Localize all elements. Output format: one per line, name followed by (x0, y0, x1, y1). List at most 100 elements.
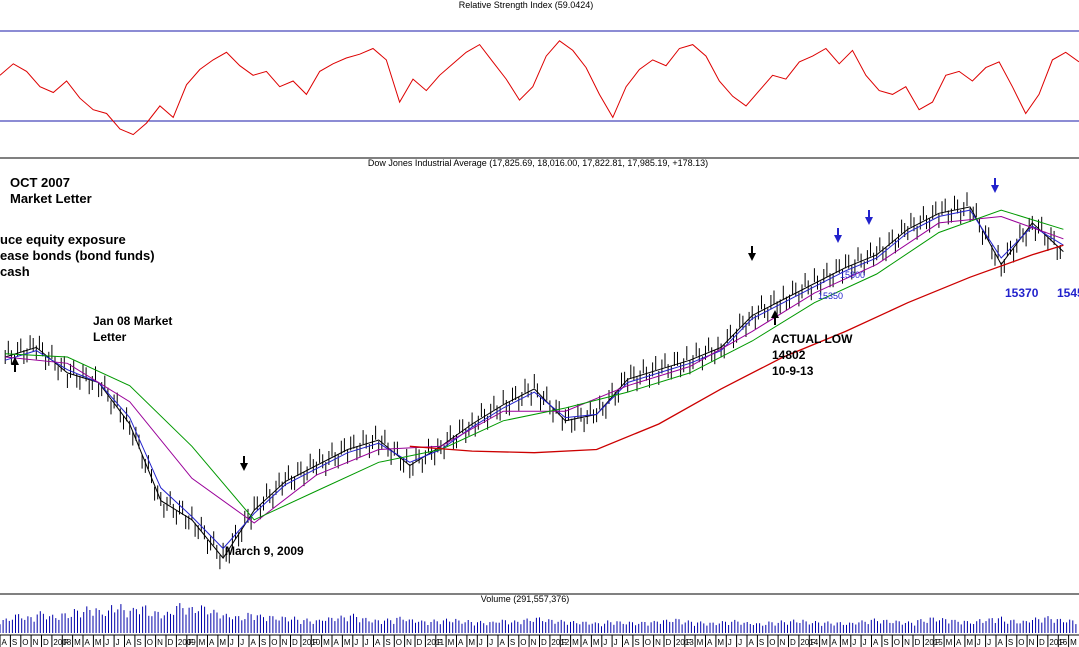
x-tick-label: M (468, 638, 475, 647)
x-tick-label: S (510, 638, 515, 647)
x-tick-label: S (1008, 638, 1013, 647)
x-tick-label: M (842, 638, 849, 647)
x-tick-label: M (966, 638, 973, 647)
arrow-head (991, 185, 999, 193)
x-tick-label: M (219, 638, 226, 647)
x-tick-label: N (780, 638, 786, 647)
jan-08-label: Jan 08 Market Letter (93, 313, 172, 345)
x-tick-label: A (998, 638, 1004, 647)
x-tick-label: O (22, 638, 28, 647)
arrow-head (748, 253, 756, 261)
x-tick-label: A (375, 638, 381, 647)
x-tick-label: J (116, 638, 120, 647)
level-15370-label: 15370 (1005, 286, 1039, 300)
arrow-head (865, 217, 873, 225)
series-ma-short (5, 209, 1064, 550)
x-tick-label: A (126, 638, 132, 647)
rsi-title: Relative Strength Index (59.0424) (459, 0, 594, 10)
series-price (5, 206, 1064, 559)
x-tick-label: F (313, 638, 318, 647)
x-tick-label: D (666, 638, 672, 647)
x-tick-label: J (863, 638, 867, 647)
annotation-arrows (11, 178, 999, 471)
x-tick-label: A (832, 638, 838, 647)
level-15800-label: 15800 (840, 270, 866, 280)
x-tick-label: M (946, 638, 953, 647)
x-tick-label: A (334, 638, 340, 647)
x-tick-label: A (873, 638, 879, 647)
x-tick-label: F (562, 638, 567, 647)
arrow-head (834, 235, 842, 243)
level-1545-label: 1545 (1057, 286, 1079, 300)
x-tick-label: D (790, 638, 796, 647)
arrow-head (11, 357, 19, 365)
x-tick-label: S (12, 638, 17, 647)
increase-bonds-note: ease bonds (bond funds) (0, 248, 155, 263)
price-panel (4, 192, 1064, 570)
x-tick-label: J (230, 638, 234, 647)
rsi-panel: Relative Strength Index (59.0424) (0, 0, 1079, 136)
price-panel-title: Dow Jones Industrial Average (17,825.69,… (368, 158, 708, 168)
march-2009-label: March 9, 2009 (225, 544, 304, 558)
volume-title: Volume (291,557,376) (481, 594, 570, 604)
oct-2007-line1: OCT 2007 (10, 175, 70, 190)
x-tick-label: F (64, 638, 69, 647)
actual-low-label: ACTUAL LOW 14802 10-9-13 (772, 331, 852, 379)
x-tick-label: N (655, 638, 661, 647)
x-tick-label: D (292, 638, 298, 647)
x-tick-label: O (645, 638, 651, 647)
x-tick-label: D (168, 638, 174, 647)
x-tick-label: J (728, 638, 732, 647)
x-tick-label: J (489, 638, 493, 647)
x-tick-label: M (697, 638, 704, 647)
x-tick-label: J (738, 638, 742, 647)
rsi-series-line (0, 40, 1079, 136)
x-tick-label: O (894, 638, 900, 647)
series-ma-long (5, 209, 1064, 521)
x-tick-label: S (385, 638, 390, 647)
x-tick-label: F (935, 638, 940, 647)
x-tick-label: N (1029, 638, 1035, 647)
x-tick-label: D (43, 638, 49, 647)
actual-low-line3: 10-9-13 (772, 364, 814, 378)
x-tick-label: A (500, 638, 506, 647)
x-tick-label: N (282, 638, 288, 647)
x-tick-label: S (759, 638, 764, 647)
x-tick-label: O (769, 638, 775, 647)
cash-note: cash (0, 264, 30, 279)
x-tick-label: D (541, 638, 547, 647)
arrow-head (240, 463, 248, 471)
x-tick-label: N (904, 638, 910, 647)
x-tick-label: J (105, 638, 109, 647)
arrow-head (771, 310, 779, 318)
x-tick-label: J (354, 638, 358, 647)
x-tick-label: N (531, 638, 537, 647)
x-tick-label: A (458, 638, 464, 647)
x-tick-label: A (749, 638, 755, 647)
x-tick-label: A (583, 638, 589, 647)
series-ma-200 (409, 244, 1064, 454)
x-tick-label: J (614, 638, 618, 647)
x-tick-label: M (323, 638, 330, 647)
x-tick-label: M (593, 638, 600, 647)
x-tick-label: M (821, 638, 828, 647)
x-tick-label: N (157, 638, 163, 647)
x-tick-label: D (915, 638, 921, 647)
x-tick-label: A (251, 638, 257, 647)
jan-08-line2: Letter (93, 330, 127, 344)
x-tick-label: O (1018, 638, 1024, 647)
x-tick-label: D (417, 638, 423, 647)
jan-08-line1: Jan 08 Market (93, 314, 173, 328)
x-tick-label: M (74, 638, 81, 647)
x-tick-label: O (271, 638, 277, 647)
x-tick-label: M (95, 638, 102, 647)
x-tick-label: J (240, 638, 244, 647)
x-tick-label: J (603, 638, 607, 647)
x-tick-label: S (634, 638, 639, 647)
x-tick-label: D (1039, 638, 1045, 647)
x-tick-label: O (520, 638, 526, 647)
oct-2007-line2: Market Letter (10, 191, 92, 206)
actual-low-line1: ACTUAL LOW (772, 332, 853, 346)
